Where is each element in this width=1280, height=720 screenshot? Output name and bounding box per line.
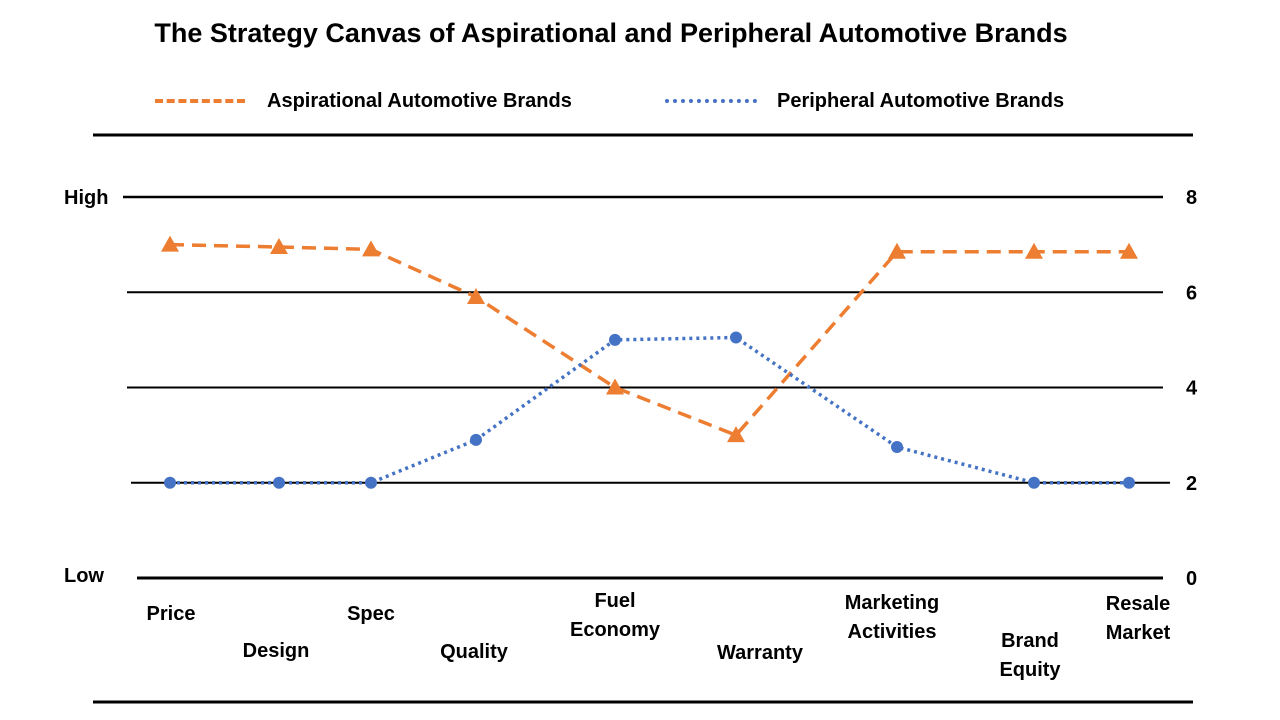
legend-label-aspirational: Aspirational Automotive Brands: [267, 89, 572, 112]
data-point-peripheral: [1123, 476, 1135, 489]
y-low-label: Low: [64, 565, 104, 587]
data-point-aspirational: [161, 235, 179, 252]
category-label: Warranty: [717, 642, 804, 664]
y-tick-label: 0: [1186, 568, 1197, 590]
legend-label-peripheral: Peripheral Automotive Brands: [777, 89, 1065, 112]
data-point-peripheral: [273, 476, 285, 489]
category-label: Price: [147, 603, 196, 625]
category-label: Fuel Economy: [570, 590, 661, 641]
category-label: Spec: [347, 603, 395, 625]
data-point-peripheral: [365, 476, 377, 489]
category-label: Brand Equity: [999, 630, 1061, 681]
data-point-aspirational: [362, 240, 380, 257]
category-label: Design: [243, 640, 310, 662]
data-point-aspirational: [1025, 242, 1043, 259]
data-point-aspirational: [1120, 242, 1138, 259]
category-label: Resale Market: [1106, 593, 1171, 644]
data-point-peripheral: [164, 476, 176, 489]
category-label: Quality: [440, 641, 509, 663]
legend-dashed-line-icon: [155, 99, 245, 103]
y-tick-labels: 0 2 4 6 8: [1186, 187, 1198, 590]
legend-aspirational: Aspirational Automotive Brands: [155, 88, 572, 114]
data-point-peripheral: [1028, 476, 1040, 489]
category-label: Marketing Activities: [845, 592, 939, 643]
y-tick-label: 4: [1186, 378, 1198, 400]
series-line-aspirational: [169, 242, 1129, 438]
y-tick-label: 6: [1186, 282, 1197, 304]
data-point-aspirational: [270, 238, 288, 255]
data-point-peripheral: [891, 441, 903, 454]
data-point-aspirational: [606, 378, 624, 395]
chart-title: The Strategy Canvas of Aspirational and …: [154, 18, 1068, 48]
legend-peripheral: Peripheral Automotive Brands: [665, 88, 1064, 114]
data-point-peripheral: [609, 333, 621, 346]
data-point-peripheral: [470, 433, 482, 446]
y-high-label: High: [64, 187, 108, 209]
series-line-peripheral: [170, 335, 1129, 485]
data-point-aspirational: [727, 426, 745, 443]
data-point-aspirational: [888, 242, 906, 259]
y-tick-label: 2: [1186, 473, 1197, 495]
category-labels: Price Design Spec Quality Fuel Economy Warrant…: [147, 590, 1171, 681]
y-tick-label: 8: [1186, 187, 1197, 209]
series-group: [161, 235, 1138, 489]
data-point-aspirational: [467, 288, 485, 305]
legend-dotted-line-icon: [665, 99, 757, 103]
data-point-peripheral: [730, 331, 742, 344]
gridlines: [123, 195, 1170, 580]
